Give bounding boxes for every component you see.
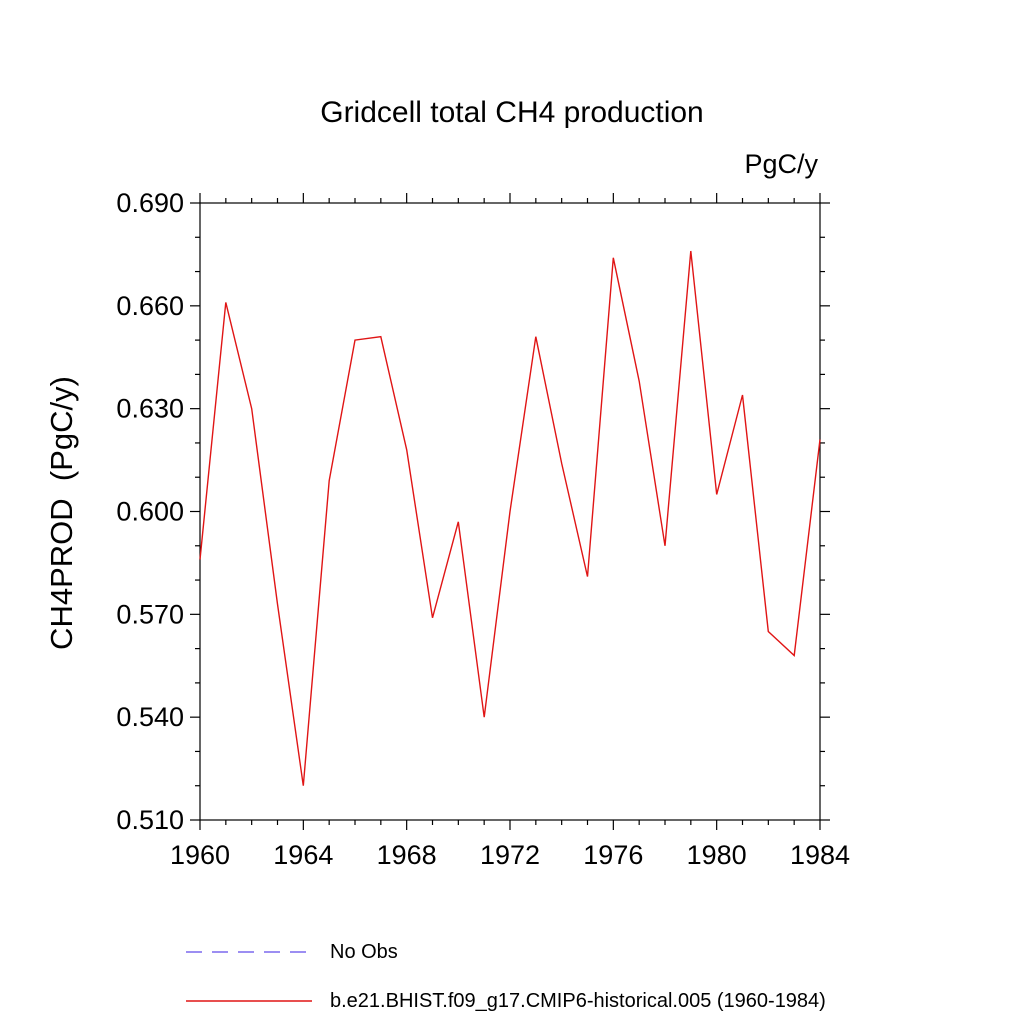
x-tick-label: 1980 [687,840,747,870]
x-tick-label: 1972 [480,840,540,870]
y-tick-label: 0.510 [116,805,184,835]
legend-item-no-obs: No Obs [186,940,398,963]
legend-label-model: b.e21.BHIST.f09_g17.CMIP6-historical.005… [330,989,826,1012]
x-tick-label: 1976 [583,840,643,870]
unit-label: PgC/y [744,149,818,179]
x-tick-label: 1968 [377,840,437,870]
legend-label-no-obs: No Obs [330,940,398,963]
legend-item-model: b.e21.BHIST.f09_g17.CMIP6-historical.005… [186,989,826,1012]
y-tick-label: 0.540 [116,702,184,732]
x-tick-label: 1984 [790,840,850,870]
y-tick-label: 0.630 [116,394,184,424]
y-tick-label: 0.660 [116,291,184,321]
no-obs-line-swatch [186,951,312,953]
y-tick-label: 0.570 [116,599,184,629]
y-tick-label: 0.600 [116,497,184,527]
x-tick-label: 1960 [170,840,230,870]
series-polyline [199,250,821,786]
y-tick-label: 0.690 [116,188,184,218]
x-tick-label: 1964 [273,840,333,870]
chart-title: Gridcell total CH4 production [320,96,704,129]
model-line-swatch [186,1000,312,1002]
